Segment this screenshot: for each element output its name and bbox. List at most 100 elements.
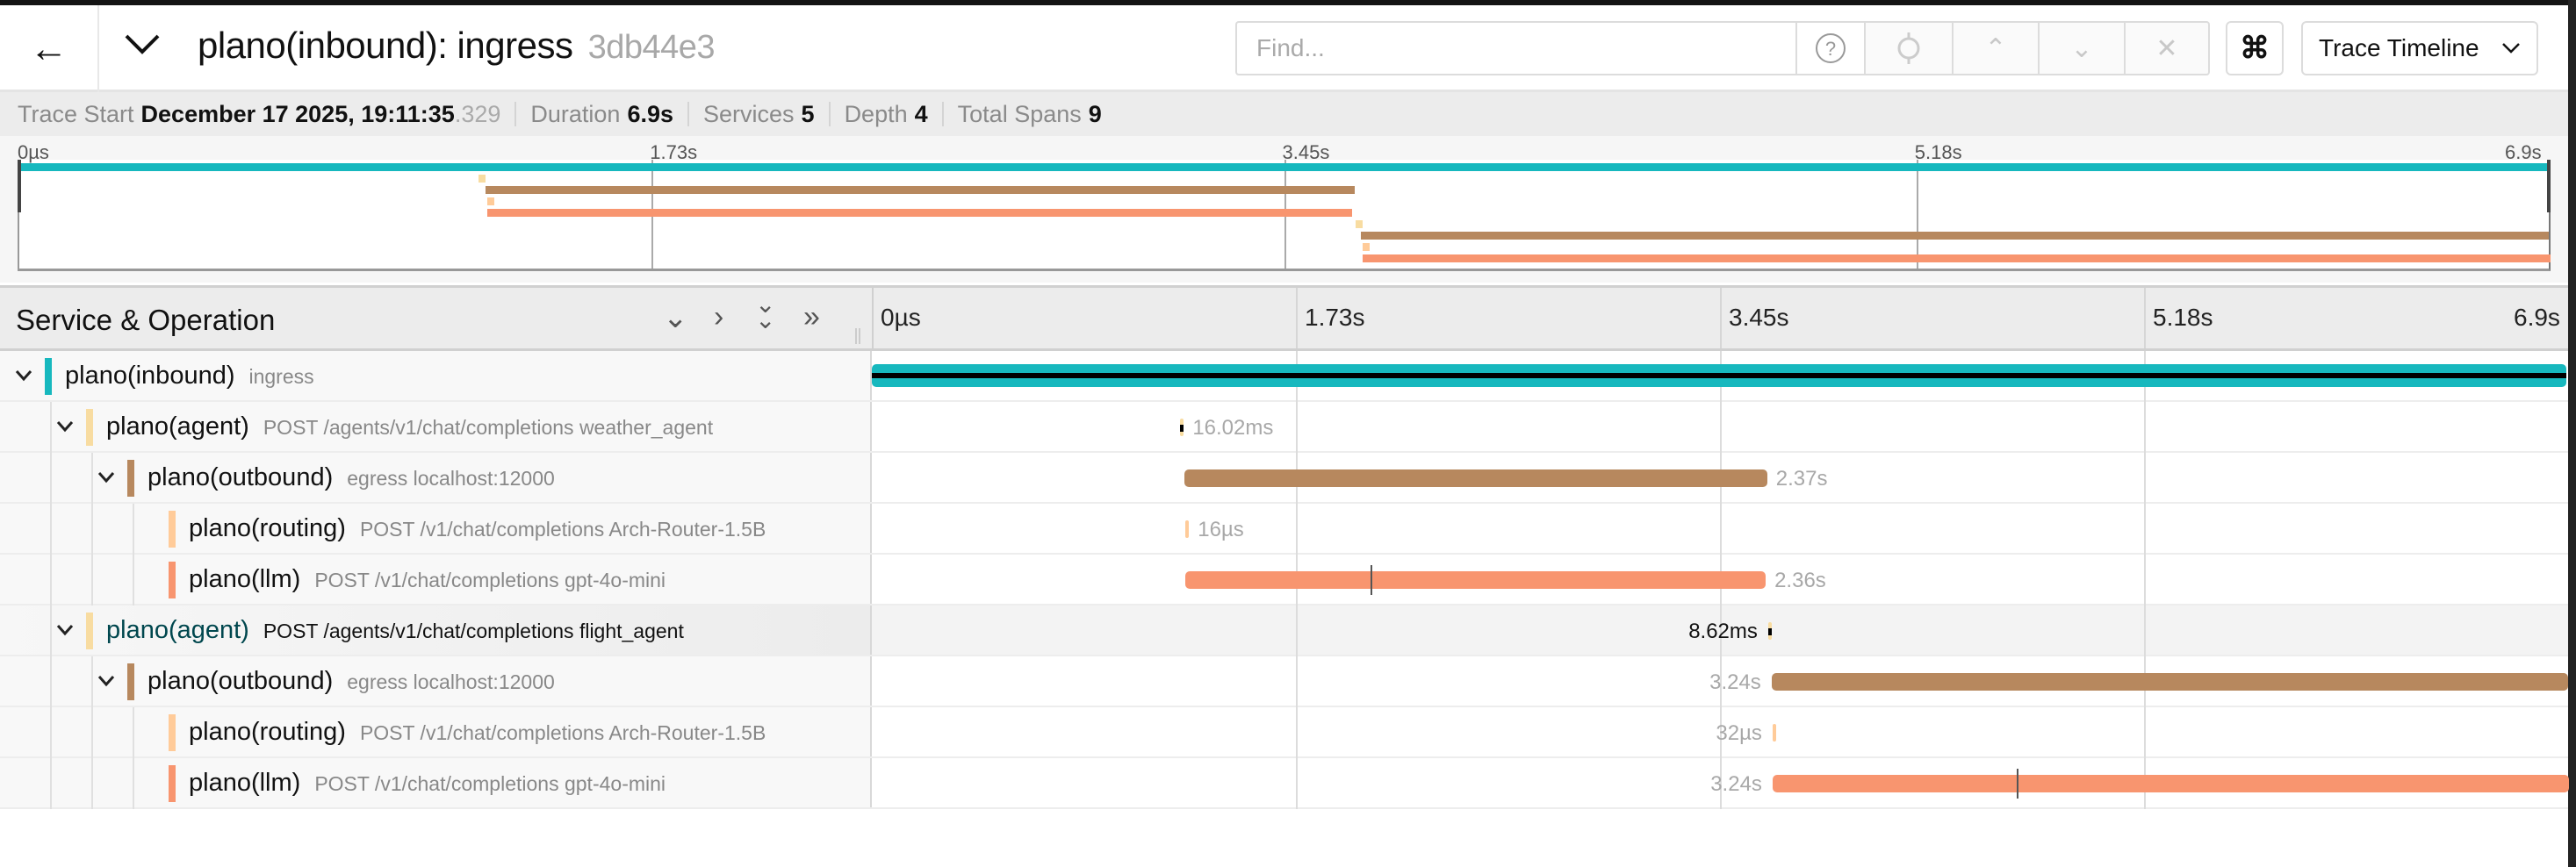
timeline-gridline	[2144, 605, 2146, 656]
tree-guide-line	[50, 605, 52, 656]
service-operation-header: Service & Operation	[16, 304, 276, 336]
span-timeline-cell[interactable]: 16µs	[872, 504, 2568, 555]
tree-guide-line	[50, 707, 52, 758]
expand-toggle[interactable]	[55, 412, 75, 440]
span-name-cell[interactable]: plano(routing) POST /v1/chat/completions …	[0, 504, 872, 555]
minimap-span-bar	[486, 186, 1355, 194]
expand-one-button[interactable]: ›	[714, 300, 723, 334]
collapse-header-button[interactable]	[123, 26, 162, 66]
close-icon: ✕	[2155, 33, 2178, 63]
operation-name: POST /agents/v1/chat/completions weather…	[263, 416, 714, 439]
span-timeline-cell[interactable]	[872, 351, 2568, 402]
span-row[interactable]: plano(agent) POST /agents/v1/chat/complet…	[0, 605, 2568, 656]
chevron-down-icon	[97, 472, 115, 484]
service-color-bar	[127, 460, 134, 497]
span-label[interactable]: plano(outbound) egress localhost:12000	[148, 463, 555, 492]
span-bar[interactable]	[1772, 775, 2570, 792]
span-name-cell[interactable]: plano(outbound) egress localhost:12000	[0, 453, 872, 504]
span-bar[interactable]	[1184, 469, 1767, 487]
prev-match-button[interactable]: ⌃	[1952, 21, 2038, 75]
span-label[interactable]: plano(agent) POST /agents/v1/chat/complet…	[106, 616, 684, 645]
span-name-cell[interactable]: plano(inbound) ingress	[0, 351, 872, 400]
span-row[interactable]: plano(routing) POST /v1/chat/completions …	[0, 504, 2568, 555]
view-select-value: Trace Timeline	[2319, 34, 2479, 61]
expand-toggle[interactable]	[97, 463, 116, 491]
minimap-span-bar	[486, 197, 494, 205]
view-select[interactable]: Trace Timeline	[2301, 21, 2538, 75]
find-input[interactable]: Find...	[1235, 21, 1795, 75]
span-row[interactable]: plano(inbound) ingress	[0, 351, 2568, 402]
span-label[interactable]: plano(inbound) ingress	[65, 362, 314, 391]
span-label[interactable]: plano(routing) POST /v1/chat/completions …	[189, 718, 766, 747]
column-resize-handle[interactable]	[855, 328, 860, 344]
expand-toggle[interactable]	[55, 616, 75, 643]
span-row[interactable]: plano(llm) POST /v1/chat/completions gpt-…	[0, 758, 2570, 809]
span-row[interactable]: plano(agent) POST /agents/v1/chat/complet…	[0, 402, 2568, 453]
tree-guide-line	[133, 504, 134, 555]
span-bar[interactable]	[1772, 724, 1776, 742]
tree-guide-line	[133, 707, 134, 758]
span-timeline-cell[interactable]: 3.24s	[872, 758, 2570, 809]
span-bar[interactable]	[1185, 520, 1190, 538]
span-label[interactable]: plano(agent) POST /agents/v1/chat/complet…	[106, 412, 713, 441]
span-name-cell[interactable]: plano(routing) POST /v1/chat/completions …	[0, 707, 872, 758]
expand-all-button[interactable]: »	[803, 300, 820, 334]
keyboard-shortcuts-button[interactable]: ⌘	[2226, 21, 2284, 75]
timeline-gridline	[1720, 656, 1722, 707]
collapse-one-button[interactable]: ⌄	[663, 300, 688, 335]
trace-minimap[interactable]: 0µs 1.73s 3.45s 5.18s 6.9s	[0, 136, 2568, 283]
span-row[interactable]: plano(routing) POST /v1/chat/completions …	[0, 707, 2568, 758]
minimap-canvas[interactable]	[18, 160, 2551, 271]
span-name-cell[interactable]: plano(agent) POST /agents/v1/chat/complet…	[0, 402, 872, 453]
collapse-all-button[interactable]: ⌄ ⌄	[755, 292, 775, 333]
expand-toggle[interactable]	[14, 362, 33, 389]
span-bar[interactable]	[1185, 571, 1767, 589]
critical-path-marker	[1767, 628, 1772, 635]
clear-find-button[interactable]: ✕	[2124, 21, 2210, 75]
timeline-gridline	[1720, 758, 1722, 809]
timeline-gridline	[1720, 605, 1722, 656]
log-marker[interactable]	[2016, 769, 2018, 799]
service-name: plano(llm)	[189, 565, 301, 593]
span-timeline-cell[interactable]: 16.02ms	[872, 402, 2568, 453]
help-button[interactable]: ?	[1795, 21, 1864, 75]
span-timeline-cell[interactable]: 32µs	[872, 707, 2568, 758]
next-match-button[interactable]: ⌄	[2038, 21, 2124, 75]
span-label[interactable]: plano(routing) POST /v1/chat/completions …	[189, 514, 766, 543]
help-icon: ?	[1816, 33, 1846, 63]
span-timeline-cell[interactable]: 3.24s	[872, 656, 2568, 707]
column-divider	[872, 288, 874, 348]
expand-toggle[interactable]	[97, 667, 116, 694]
tree-guide-line	[91, 656, 93, 707]
timeline-gridline	[1720, 707, 1722, 758]
minimap-left-handle[interactable]	[18, 160, 21, 212]
span-bar[interactable]	[1771, 673, 2568, 691]
minimap-span-bar	[1362, 243, 1370, 251]
span-timeline-cell[interactable]: 8.62ms	[872, 605, 2568, 656]
back-button[interactable]: ←	[0, 5, 99, 92]
span-row[interactable]: plano(outbound) egress localhost:12000 3.2…	[0, 656, 2568, 707]
minimap-tick-label: 1.73s	[650, 141, 698, 163]
timeline-gridline	[1296, 605, 1298, 656]
span-row[interactable]: plano(llm) POST /v1/chat/completions gpt-…	[0, 555, 2568, 605]
minimap-tick-label: 3.45s	[1282, 141, 1330, 163]
span-name-cell[interactable]: plano(llm) POST /v1/chat/completions gpt-…	[0, 555, 872, 605]
span-name-cell[interactable]: plano(outbound) egress localhost:12000	[0, 656, 872, 707]
span-name-cell[interactable]: plano(agent) POST /agents/v1/chat/complet…	[0, 605, 872, 656]
span-label[interactable]: plano(outbound) egress localhost:12000	[148, 667, 555, 696]
span-row[interactable]: plano(outbound) egress localhost:12000 2.3…	[0, 453, 2568, 504]
span-label[interactable]: plano(llm) POST /v1/chat/completions gpt-…	[189, 565, 666, 594]
log-marker[interactable]	[1371, 565, 1373, 595]
span-duration-label: 3.24s	[1710, 772, 1762, 796]
chevron-down-icon	[15, 370, 32, 382]
service-color-bar	[169, 765, 176, 802]
span-name-cell[interactable]: plano(llm) POST /v1/chat/completions gpt-…	[0, 758, 872, 809]
locate-button[interactable]	[1864, 21, 1952, 75]
span-timeline-cell[interactable]: 2.37s	[872, 453, 2568, 504]
operation-name: POST /v1/chat/completions gpt-4o-mini	[314, 772, 666, 795]
services-value: 5	[801, 100, 815, 127]
minimap-tick-label: 0µs	[18, 141, 49, 163]
minimap-right-handle[interactable]	[2547, 160, 2551, 212]
span-timeline-cell[interactable]: 2.36s	[872, 555, 2568, 605]
span-label[interactable]: plano(llm) POST /v1/chat/completions gpt-…	[189, 769, 666, 798]
